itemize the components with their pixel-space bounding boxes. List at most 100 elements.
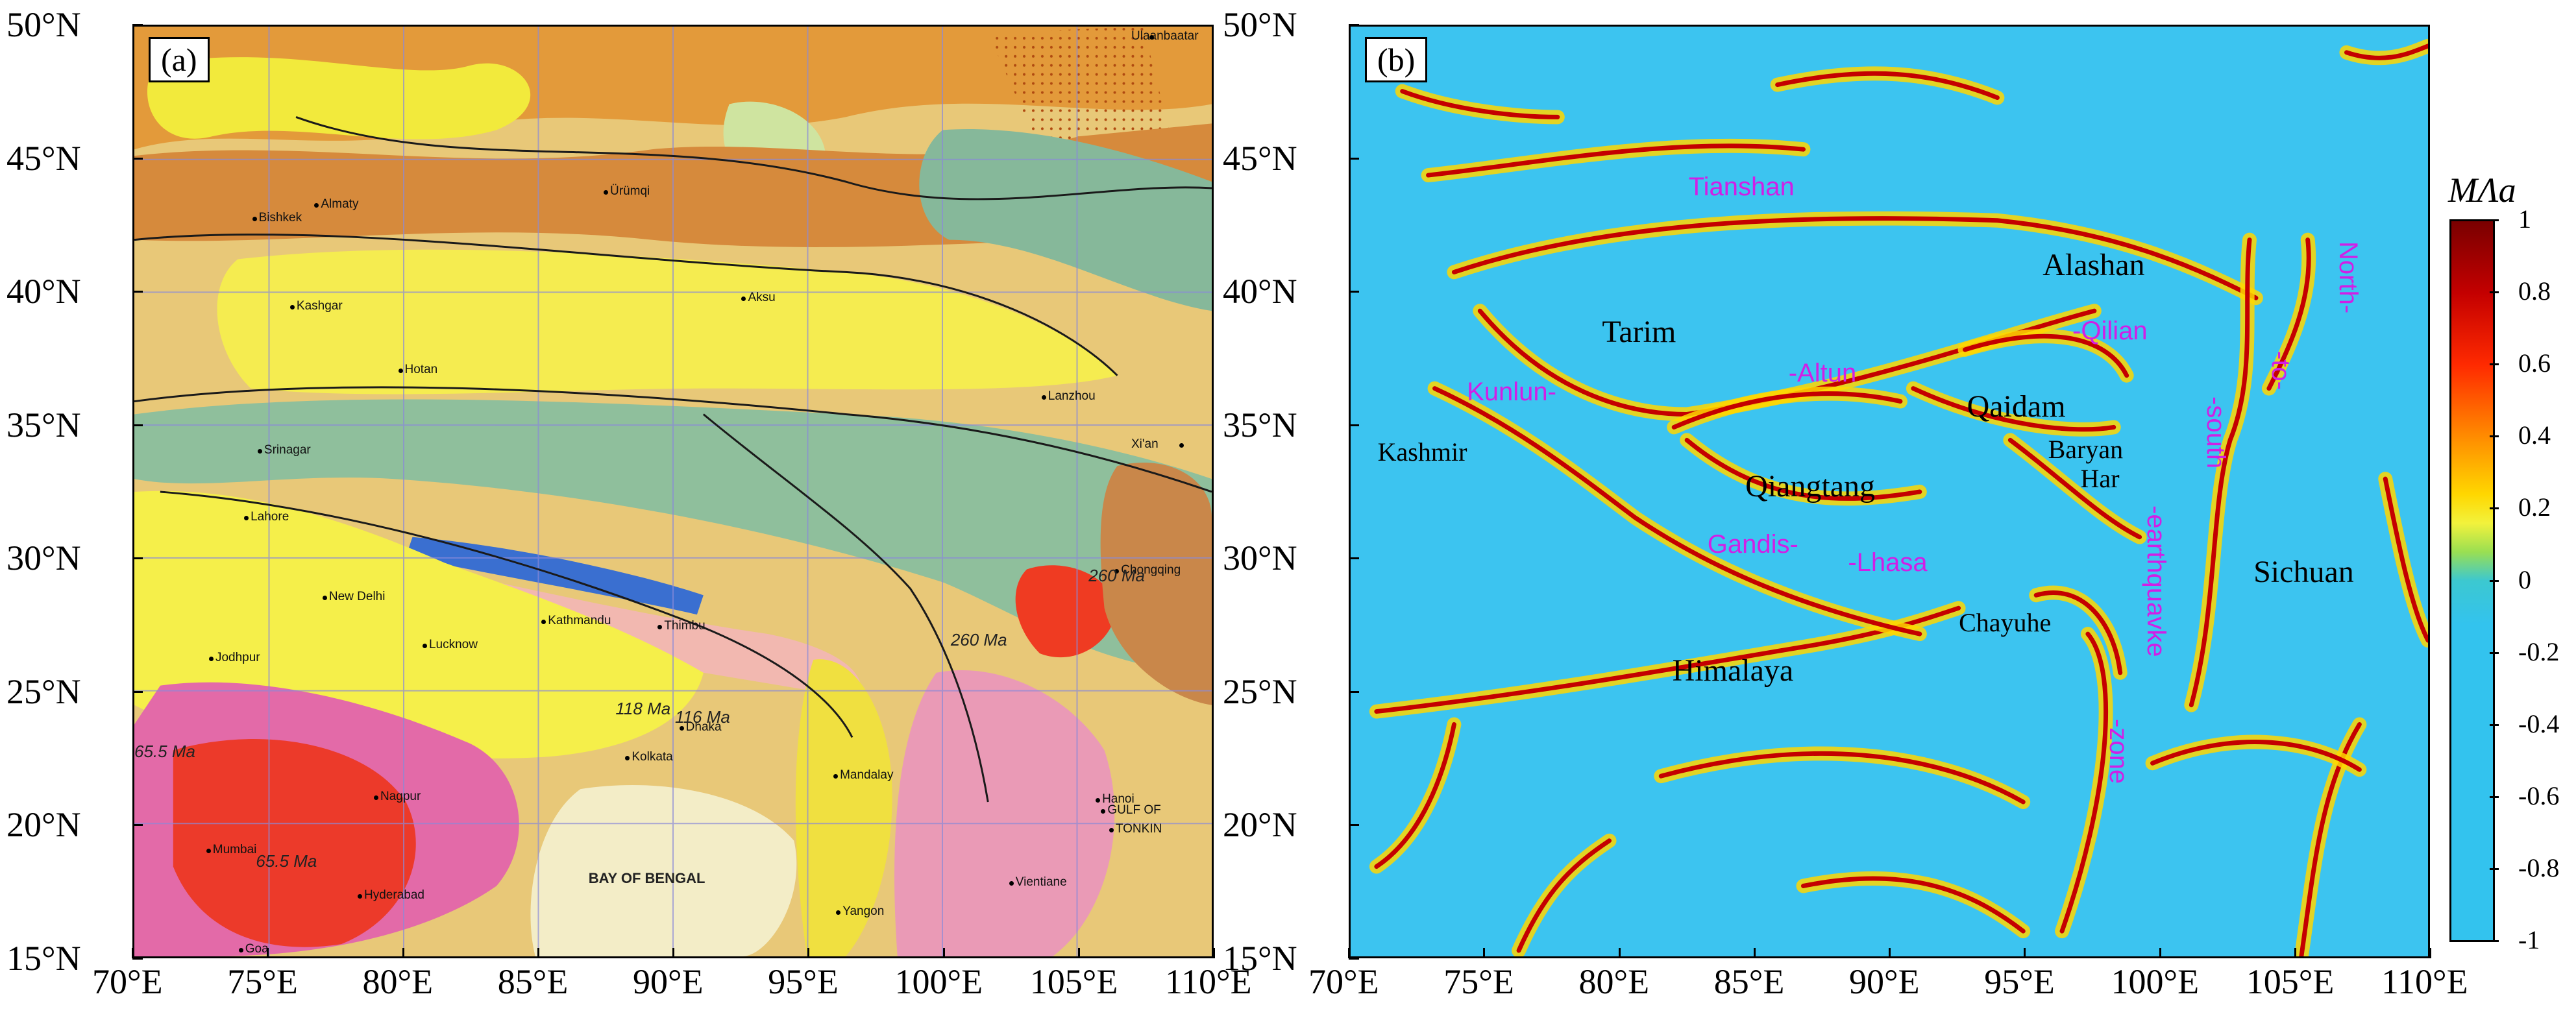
y-tick-label: 15°N	[1223, 939, 1297, 978]
region-label: Qaidam	[1967, 389, 2066, 424]
place-label: Mumbai	[212, 843, 257, 857]
colorbar-tick-label: 0.6	[2518, 348, 2551, 378]
ridge-core	[1426, 143, 1806, 178]
ridge-halo	[1395, 84, 1565, 125]
y-tick-label: 45°N	[1223, 138, 1297, 178]
colorbar-tick-mark	[2490, 723, 2499, 726]
unit-brown-east	[1100, 462, 1212, 705]
place-label: New Delhi	[328, 589, 386, 603]
x-tick-label: 110°E	[1165, 962, 1252, 1001]
x-tick-label: 95°E	[1984, 962, 2055, 1001]
city-marker	[244, 515, 249, 520]
ridge-core	[1374, 722, 1456, 869]
y-tick-label: 40°N	[6, 272, 81, 311]
colorbar-tick-label: -0.4	[2518, 709, 2560, 738]
y-tick-label: 50°N	[1223, 5, 1297, 44]
x-tick-mark	[2024, 948, 2026, 958]
city-marker	[1179, 443, 1184, 448]
fault-zone-label: -to-	[2266, 350, 2295, 390]
x-tick-label: 70°E	[92, 962, 163, 1001]
city-marker	[1149, 35, 1155, 40]
region-label: Baryan	[2048, 434, 2124, 464]
city-marker	[206, 849, 211, 854]
colorbar-tick-mark	[2490, 651, 2499, 654]
city-marker	[541, 619, 546, 624]
city-marker	[1109, 827, 1114, 832]
y-tick-mark	[132, 690, 143, 693]
unit-yellow-north	[147, 57, 531, 139]
x-tick-mark	[807, 948, 810, 958]
x-tick-mark	[1348, 948, 1350, 958]
unit-teal-east	[919, 129, 1212, 311]
fault-zone-label: Gandis-	[1707, 529, 1798, 559]
x-tick-mark	[1483, 948, 1486, 958]
x-tick-mark	[2294, 948, 2296, 958]
place-label: Ulaanbaatar	[1131, 29, 1199, 43]
x-tick-label: 70°E	[1308, 962, 1379, 1001]
y-tick-mark	[132, 157, 143, 160]
place-label: Srinagar	[264, 442, 311, 457]
ridge-core	[1684, 437, 1922, 501]
colorbar-tick-label: 0.4	[2518, 420, 2551, 450]
y-tick-label: 30°N	[1223, 539, 1297, 578]
city-marker	[374, 795, 378, 801]
fault-zone-label: North-	[2333, 241, 2362, 314]
x-tick-label: 80°E	[1578, 962, 1650, 1001]
x-tick-mark	[672, 948, 674, 958]
y-tick-label: 50°N	[6, 5, 81, 44]
x-tick-label: 85°E	[497, 962, 569, 1001]
place-label: Jodhpur	[215, 651, 260, 665]
unit-red-east	[1015, 565, 1118, 658]
fault-zone-label: -earthquavke	[2142, 505, 2171, 657]
age-label: 260 Ma	[1088, 565, 1145, 585]
colorbar-tick-mark	[2490, 291, 2499, 294]
fault-zone-label: Tianshan	[1688, 172, 1795, 201]
place-label: Mandalay	[840, 768, 894, 782]
place-label: Hotan	[404, 363, 438, 377]
age-label: 65.5 Ma	[256, 851, 317, 871]
colorbar-tick-mark	[2490, 579, 2499, 582]
city-marker	[238, 947, 243, 952]
ridge-core	[2299, 722, 2362, 956]
x-tick-label: 80°E	[362, 962, 434, 1001]
x-tick-mark	[2429, 948, 2431, 958]
y-tick-mark	[132, 24, 143, 26]
city-marker	[314, 203, 319, 208]
ridge-core	[1400, 89, 1560, 119]
colorbar-tick-mark	[2490, 219, 2499, 221]
unit-myanmar-yellow	[795, 659, 892, 956]
x-tick-mark	[2159, 948, 2161, 958]
ridge-core	[2189, 237, 2252, 708]
place-label: Hanoi	[1102, 792, 1135, 806]
y-tick-mark	[132, 824, 143, 827]
city-marker	[679, 726, 684, 731]
place-label: Goa	[245, 941, 269, 956]
age-label: 116 Ma	[675, 707, 730, 727]
age-label: 260 Ma	[950, 629, 1007, 649]
place-label: Xi'an	[1131, 437, 1159, 452]
place-label: Nagpur	[380, 790, 421, 804]
ridge-halo	[1796, 871, 2031, 939]
ridge-field-panel: Alashan Tarim Qaidam Kashmir Baryan Har Qiangt…	[1349, 25, 2430, 958]
y-tick-label: 20°N	[1223, 805, 1297, 845]
fault-zone-label: -south	[2201, 396, 2230, 468]
city-marker	[657, 625, 663, 630]
x-tick-label: 75°E	[1443, 962, 1514, 1001]
ridge-core	[1658, 751, 2026, 805]
y-tick-mark	[1349, 291, 1359, 293]
colorbar-tick-label: -1	[2518, 925, 2540, 954]
x-tick-label: 105°E	[1029, 962, 1118, 1001]
fault-lines	[134, 116, 1212, 803]
ridge-core	[2266, 237, 2311, 391]
colorbar-tick-mark	[2490, 435, 2499, 438]
city-marker	[398, 369, 403, 374]
colorbar-tick-mark	[2490, 507, 2499, 510]
place-label: TONKIN	[1115, 821, 1162, 836]
place-label: Vientiane	[1015, 875, 1067, 889]
x-tick-mark	[1213, 948, 1215, 958]
colorbar-tick-mark	[2490, 795, 2499, 798]
geologic-map-canvas	[134, 27, 1212, 956]
place-label: Thimbu	[664, 619, 705, 633]
fault-zone-label: -Altun	[1788, 359, 1857, 388]
place-label: Almaty	[321, 197, 359, 212]
